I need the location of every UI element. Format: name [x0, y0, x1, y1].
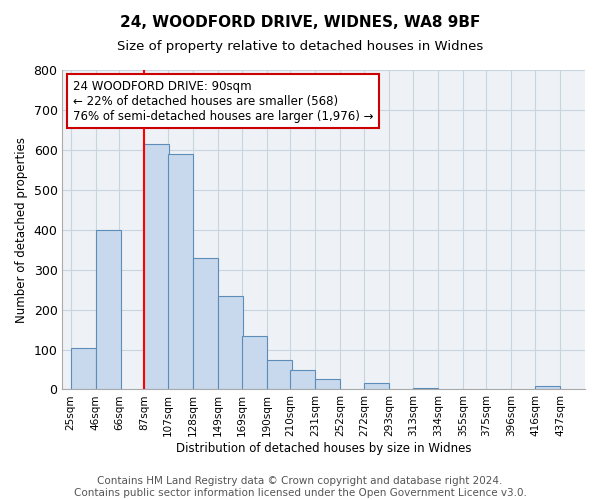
X-axis label: Distribution of detached houses by size in Widnes: Distribution of detached houses by size …: [176, 442, 472, 455]
Bar: [242, 336, 266, 390]
Bar: [413, 388, 438, 390]
Bar: [95, 230, 121, 390]
Bar: [290, 370, 316, 390]
Bar: [218, 296, 243, 390]
Text: Size of property relative to detached houses in Widnes: Size of property relative to detached ho…: [117, 40, 483, 53]
Bar: [364, 384, 389, 390]
Text: Contains HM Land Registry data © Crown copyright and database right 2024.
Contai: Contains HM Land Registry data © Crown c…: [74, 476, 526, 498]
Bar: [316, 380, 340, 390]
Bar: [266, 360, 292, 390]
Text: 24 WOODFORD DRIVE: 90sqm
← 22% of detached houses are smaller (568)
76% of semi-: 24 WOODFORD DRIVE: 90sqm ← 22% of detach…: [73, 80, 373, 122]
Bar: [193, 258, 218, 390]
Bar: [71, 348, 95, 390]
Bar: [535, 386, 560, 390]
Text: 24, WOODFORD DRIVE, WIDNES, WA8 9BF: 24, WOODFORD DRIVE, WIDNES, WA8 9BF: [120, 15, 480, 30]
Bar: [145, 144, 169, 390]
Bar: [168, 154, 193, 390]
Y-axis label: Number of detached properties: Number of detached properties: [15, 136, 28, 322]
